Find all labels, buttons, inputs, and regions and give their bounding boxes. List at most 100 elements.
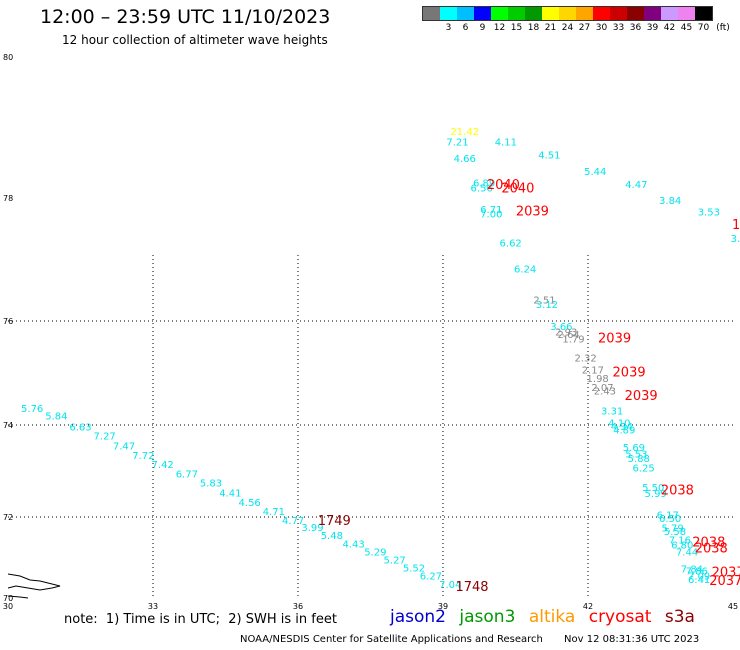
y-tick-label: 78 bbox=[3, 194, 13, 203]
wave-height-label: 4.56 bbox=[239, 498, 261, 509]
legend-label: 36 bbox=[629, 23, 642, 33]
pass-time-label: 1749 bbox=[318, 514, 351, 529]
pass-time-label: 1748 bbox=[455, 580, 488, 595]
wave-height-label: 5.99 bbox=[645, 489, 667, 500]
legend-labels: 3 6 9 12 15 18 21 24 27 30 33 36 39 42 45 70 (ft) bbox=[422, 21, 730, 35]
wave-height-label: 5.53 bbox=[625, 450, 647, 461]
legend-swatch bbox=[644, 7, 661, 20]
x-tick-label: 36 bbox=[293, 602, 303, 611]
wave-height-label: 6.80 bbox=[671, 541, 693, 552]
wave-height-label: 3.66 bbox=[550, 322, 572, 333]
satellite-cryosat: cryosat bbox=[588, 607, 652, 627]
wave-height-label: 2.64 bbox=[558, 330, 580, 341]
legend-label: 30 bbox=[595, 23, 608, 33]
wave-height-labels: 21.427.214.114.664.515.444.473.843.534.0… bbox=[21, 127, 740, 591]
wave-height-label: 6.24 bbox=[514, 265, 536, 276]
wave-height-label: 5.52 bbox=[403, 564, 425, 575]
legend-swatch bbox=[559, 7, 576, 20]
wave-height-label: 7.00 bbox=[480, 209, 502, 220]
wave-height-label: 7.09 bbox=[688, 572, 710, 583]
legend-label: 9 bbox=[479, 23, 486, 33]
wave-height-label: 1.79 bbox=[562, 335, 584, 346]
x-tick-label: 39 bbox=[438, 602, 448, 611]
wave-height-label: 6.27 bbox=[420, 572, 442, 583]
y-tick-label: 76 bbox=[3, 317, 13, 326]
wave-height-label: 2.32 bbox=[574, 353, 596, 364]
wave-height-label: 7.44 bbox=[676, 547, 698, 558]
legend-swatch bbox=[542, 7, 559, 20]
wave-height-label: 4.89 bbox=[613, 426, 635, 437]
legend-swatch bbox=[576, 7, 593, 20]
wave-height-label: 6.89 bbox=[473, 178, 495, 189]
wave-height-label: 2.43 bbox=[594, 387, 616, 398]
pass-time-label: 2039 bbox=[613, 365, 646, 380]
legend-label: 70 bbox=[697, 23, 710, 33]
wave-height-label: 7.47 bbox=[113, 442, 135, 453]
wave-height-label: 5.48 bbox=[321, 531, 343, 542]
wave-height-label: 7.72 bbox=[132, 451, 154, 462]
wave-height-label: 6.25 bbox=[632, 463, 654, 474]
y-tick-label: 72 bbox=[3, 513, 13, 522]
axis-ticks: 30 33 36 39 42 45 70 72 74 76 78 80 bbox=[3, 53, 738, 611]
wave-height-label: 3.53 bbox=[698, 208, 720, 219]
legend-swatch bbox=[474, 7, 491, 20]
legend-label: 3 bbox=[445, 23, 452, 33]
wave-height-label: 6.71 bbox=[480, 205, 502, 216]
wave-height-label: 1.98 bbox=[587, 374, 609, 385]
page-subtitle: 12 hour collection of altimeter wave hei… bbox=[62, 33, 328, 47]
map-grid bbox=[8, 255, 733, 598]
wave-height-label: 6.63 bbox=[69, 422, 91, 433]
wave-height-label: 5.69 bbox=[623, 443, 645, 454]
legend-label: 39 bbox=[646, 23, 659, 33]
wave-height-label: 3.84 bbox=[659, 196, 681, 207]
x-tick-label: 45 bbox=[728, 602, 738, 611]
x-tick-label: 33 bbox=[148, 602, 158, 611]
satellite-key: jason2 jason3 altika cryosat s3a bbox=[390, 607, 703, 627]
legend-label: 15 bbox=[510, 23, 523, 33]
legend-label: 33 bbox=[612, 23, 625, 33]
pass-time-labels: 2040204020391820392039203920382038203820… bbox=[318, 178, 740, 595]
wave-height-label: 7.86 bbox=[686, 566, 708, 577]
wave-height-label: 3.12 bbox=[536, 300, 558, 311]
wave-height-label: 3. bbox=[731, 234, 740, 245]
pass-time-label: 2039 bbox=[598, 332, 631, 347]
wave-height-label: 5.27 bbox=[384, 556, 406, 567]
pass-time-label: 18 bbox=[732, 218, 740, 233]
legend-swatch bbox=[678, 7, 695, 20]
legend-swatch bbox=[695, 7, 712, 20]
wave-height-label: 4.77 bbox=[282, 516, 304, 527]
wave-height-label: 3.31 bbox=[601, 406, 623, 417]
wave-height-label: 21.42 bbox=[450, 127, 479, 138]
legend-swatches bbox=[422, 6, 713, 21]
satellite-altika: altika bbox=[528, 607, 576, 627]
wave-height-label: 5.50 bbox=[642, 483, 664, 494]
wave-height-label: 6.50 bbox=[659, 514, 681, 525]
wave-height-label: 2.93 bbox=[555, 327, 577, 338]
wave-height-label: 3.99 bbox=[301, 523, 323, 534]
satellite-s3a: s3a bbox=[664, 607, 695, 627]
wave-height-label: 4.11 bbox=[495, 138, 517, 149]
x-tick-label: 42 bbox=[583, 602, 593, 611]
pass-time-label: 2037 bbox=[712, 566, 740, 581]
wave-height-label: 2.07 bbox=[591, 383, 613, 394]
wave-height-label: 4.41 bbox=[219, 489, 241, 500]
wave-height-label: 5.79 bbox=[661, 524, 683, 535]
pass-time-label: 2040 bbox=[501, 181, 534, 196]
wave-height-label: 6.62 bbox=[500, 238, 522, 249]
pass-time-label: 2038 bbox=[695, 541, 728, 556]
wave-height-label: 5.84 bbox=[45, 412, 67, 423]
pass-time-label: 2038 bbox=[692, 535, 725, 550]
pass-time-label: 2040 bbox=[487, 178, 520, 193]
wave-height-label: 2.51 bbox=[533, 295, 555, 306]
pass-time-label: 2039 bbox=[625, 389, 658, 404]
wave-height-label: 7.27 bbox=[94, 432, 116, 443]
wave-height-label: 2.17 bbox=[582, 365, 604, 376]
legend-label: 21 bbox=[544, 23, 557, 33]
legend-swatch bbox=[508, 7, 525, 20]
wave-height-label: 4.71 bbox=[263, 507, 285, 518]
wave-height-label: 4.47 bbox=[625, 180, 647, 191]
footer-credit: NOAA/NESDIS Center for Satellite Applica… bbox=[240, 634, 543, 645]
wave-height-label: 7.42 bbox=[152, 460, 174, 471]
legend-swatch bbox=[610, 7, 627, 20]
